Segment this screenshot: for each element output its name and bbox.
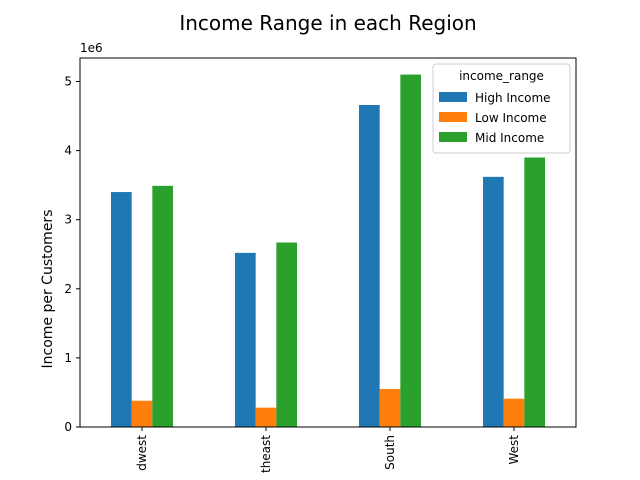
- y-axis-label: Income per Customers: [40, 210, 56, 369]
- legend-box: [432, 63, 571, 154]
- y-tick-label: 3: [64, 213, 72, 227]
- y-tick-label: 5: [64, 74, 72, 88]
- bar-mid-income-midwest: [152, 185, 173, 427]
- y-axis-offset-label: 1e6: [80, 41, 103, 55]
- legend-entry: Low Income: [475, 111, 547, 125]
- y-axis-ticks: 0 1 2 3 4 5: [64, 74, 80, 434]
- bars-group: [111, 74, 545, 428]
- bar-high-income-west: [483, 176, 504, 427]
- legend-entry: High Income: [475, 91, 551, 105]
- legend-title: income_range: [459, 69, 544, 83]
- y-tick-label: 2: [64, 282, 72, 296]
- plot-frame: [79, 57, 577, 428]
- x-tick-label: South: [383, 435, 397, 470]
- y-tick-label: 4: [64, 144, 72, 158]
- bar-low-income-midwest: [131, 400, 153, 427]
- bar-mid-income-south: [400, 74, 421, 427]
- y-tick-label: 1: [64, 351, 72, 365]
- chart-title: Income Range in each Region: [179, 11, 476, 35]
- bar-high-income-northeast: [235, 252, 256, 427]
- x-axis-ticks: dwest theast South West: [135, 427, 521, 473]
- bar-mid-income-west: [524, 157, 545, 427]
- legend-entry: Mid Income: [475, 131, 544, 145]
- legend-swatch: [439, 92, 467, 102]
- x-tick-label: dwest: [135, 435, 149, 471]
- x-tick-label: theast: [259, 435, 273, 473]
- legend: income_range High Income Low Income Mid Inc…: [432, 63, 571, 154]
- bar-mid-income-northeast: [276, 242, 297, 427]
- bar-low-income-west: [503, 398, 525, 427]
- legend-swatch: [439, 132, 467, 142]
- x-tick-label: West: [507, 435, 521, 465]
- bar-low-income-northeast: [255, 407, 277, 427]
- bar-high-income-midwest: [111, 192, 132, 427]
- legend-swatch: [439, 112, 467, 122]
- y-tick-label: 0: [64, 420, 72, 434]
- bar-high-income-south: [359, 104, 380, 428]
- bar-low-income-south: [379, 388, 401, 427]
